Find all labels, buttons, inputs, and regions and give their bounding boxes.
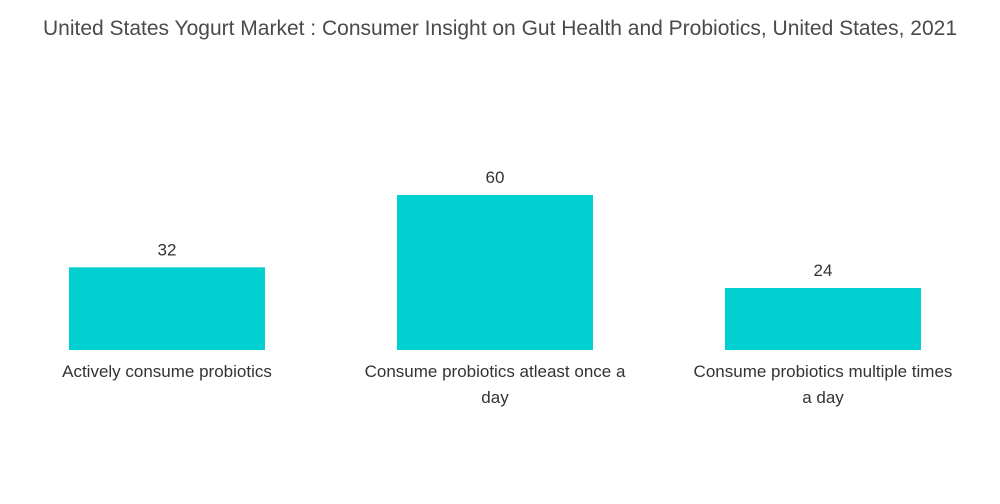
category-label-3-line-1: Consume probiotics multiple times bbox=[694, 362, 953, 381]
data-label-2: 60 bbox=[486, 168, 505, 187]
category-label-2-line-1: Consume probiotics atleast once a bbox=[365, 362, 626, 381]
bar-3 bbox=[725, 288, 921, 350]
chart-title: United States Yogurt Market : Consumer I… bbox=[42, 17, 957, 40]
data-label-1: 32 bbox=[158, 240, 177, 259]
bar-1 bbox=[69, 267, 265, 350]
category-label-2-line-2: day bbox=[481, 388, 509, 407]
bar-2 bbox=[397, 195, 593, 350]
category-label-3-line-2: a day bbox=[802, 388, 844, 407]
category-label-1: Actively consume probiotics bbox=[62, 362, 272, 381]
data-label-3: 24 bbox=[814, 261, 833, 280]
